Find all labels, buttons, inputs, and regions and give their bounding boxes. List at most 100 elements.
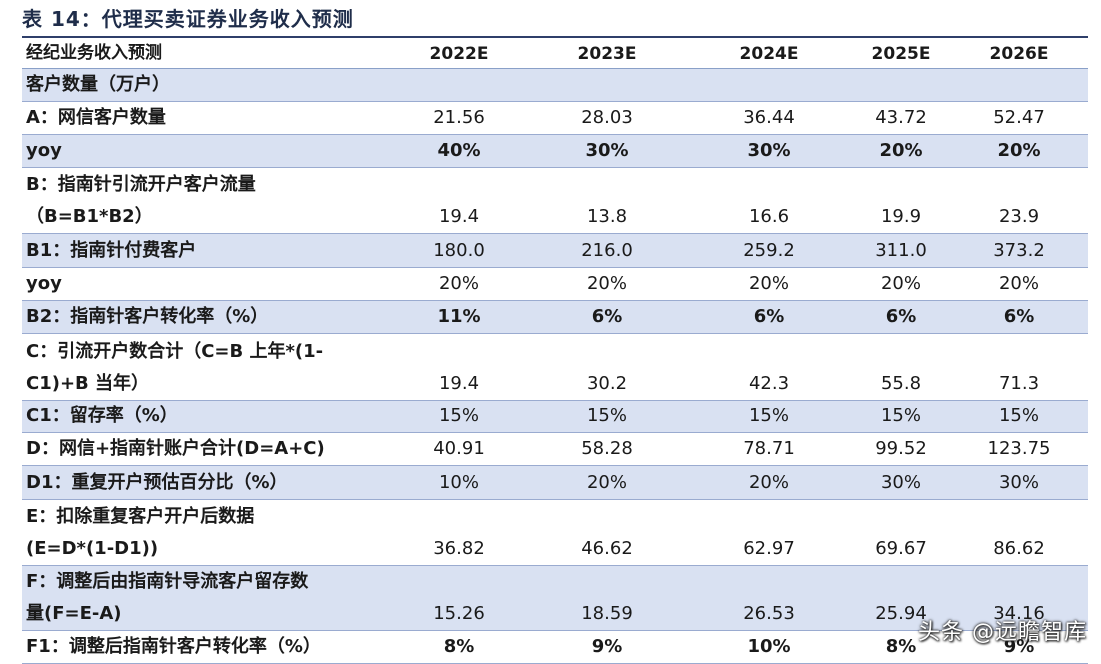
row-label: D：网信+指南针账户合计(D=A+C) [22, 433, 402, 465]
row-value-2023E: 6% [591, 306, 623, 327]
row-label: B：指南针引流开户客户流量 （B=B1*B2） [22, 169, 402, 233]
row-value-2025E: 6% [885, 306, 917, 327]
row-value-2026E: 71.3 [998, 373, 1040, 394]
row-label-line: F：调整后由指南针导流客户留存数 [26, 571, 309, 592]
row-label: C：引流开户数合计（C=B 上年*(1- C1)+B 当年） [22, 336, 402, 400]
row-label: yoy [22, 268, 402, 300]
row-label-line: B1：指南针付费客户 [26, 240, 197, 261]
row-value-2026E: 52.47 [993, 107, 1045, 128]
row-value-2023E: 216.0 [581, 240, 633, 261]
header-year-2023: 2023E [577, 44, 637, 64]
row-value-2026E: 20% [997, 140, 1041, 161]
table-row: F：调整后由指南针导流客户留存数 量(F=E-A) 15.26 18.59 26.53 2… [22, 566, 1088, 631]
table-row: F1：调整后指南针客户转化率（%） 8% 9% 10% 8% 9% [22, 631, 1088, 664]
row-value-2025E: 25.94 [875, 603, 927, 624]
table-row: D1：重复开户预估百分比（%） 10% 20% 20% 30% 30% [22, 466, 1088, 500]
row-label-line: C1：留存率（%） [26, 405, 178, 426]
row-value-2023E: 28.03 [581, 107, 633, 128]
table-row: yoy 40% 30% 30% 20% 20% [22, 135, 1088, 168]
row-label-line: （B=B1*B2） [26, 206, 153, 227]
row-label-line: yoy [26, 140, 62, 161]
header-label: 经纪业务收入预测 [26, 42, 162, 63]
row-value-2025E: 8% [885, 636, 917, 657]
row-label: D1：重复开户预估百分比（%） [22, 467, 402, 499]
row-value-2022E: 40% [437, 140, 481, 161]
header-year-2026: 2026E [989, 44, 1049, 64]
table-row: B1：指南针付费客户 180.0 216.0 259.2 311.0 373.2 [22, 234, 1088, 268]
row-label: 客户数量（万户） [22, 69, 402, 101]
watermark: 头条 @远瞻智库 [918, 620, 1087, 645]
row-value-2022E: 8% [443, 636, 475, 657]
row-value-2026E: 23.9 [998, 206, 1040, 227]
table-title: 表 14：代理买卖证券业务收入预测 [22, 7, 354, 31]
table-row: E：扣除重复客户开户后数据 (E=D*(1-D1)) 36.82 46.62 62.97… [22, 500, 1088, 566]
table-header-row: 经纪业务收入预测 2022E 2023E 2024E 2025E 2026E [22, 36, 1088, 69]
table-row: 客户数量（万户） [22, 69, 1088, 102]
row-label: E：扣除重复客户开户后数据 (E=D*(1-D1)) [22, 501, 402, 565]
table-row: C1：留存率（%） 15% 15% 15% 15% 15% [22, 401, 1088, 433]
row-value-2024E: 30% [747, 140, 791, 161]
row-value-2026E: 34.16 [993, 603, 1045, 624]
row-label-line: B：指南针引流开户客户流量 [26, 174, 256, 195]
table-row: D：网信+指南针账户合计(D=A+C) 40.91 58.28 78.71 99.52 1… [22, 433, 1088, 466]
header-year-2022: 2022E [429, 44, 489, 64]
row-value-2025E: 99.52 [875, 438, 927, 459]
row-value-2025E: 19.9 [880, 206, 922, 227]
row-value-2024E: 62.97 [743, 538, 795, 559]
forecast-table: 经纪业务收入预测 2022E 2023E 2024E 2025E 2026E 客… [22, 36, 1088, 664]
row-label-line: (E=D*(1-D1)) [26, 538, 159, 559]
row-label-line: 客户数量（万户） [26, 74, 170, 95]
row-value-2025E: 55.8 [880, 373, 922, 394]
row-value-2022E [404, 69, 514, 101]
row-value-2026E: 6% [1003, 306, 1035, 327]
row-value-2022E: 11% [437, 306, 481, 327]
row-value-2022E: 19.4 [438, 373, 480, 394]
row-value-2024E: 10% [747, 636, 791, 657]
row-value-2023E: 15% [586, 405, 627, 426]
row-value-2022E: 15% [438, 405, 479, 426]
header-year-2025: 2025E [871, 44, 931, 64]
row-value-2026E: 373.2 [993, 240, 1045, 261]
row-label-line: D1：重复开户预估百分比（%） [26, 472, 288, 493]
row-value-2026E: 30% [998, 472, 1039, 493]
row-value-2022E: 20% [438, 273, 479, 294]
row-label: yoy [22, 135, 402, 167]
row-value-2022E: 10% [438, 472, 479, 493]
row-value-2024E: 78.71 [743, 438, 795, 459]
row-label-line: D：网信+指南针账户合计(D=A+C) [26, 438, 325, 459]
table-row: A：网信客户数量 21.56 28.03 36.44 43.72 52.47 [22, 102, 1088, 135]
row-value-2024E [714, 69, 824, 101]
row-label: F1：调整后指南针客户转化率（%） [22, 631, 402, 663]
row-value-2023E: 20% [586, 472, 627, 493]
row-value-2025E: 15% [880, 405, 921, 426]
row-value-2023E: 46.62 [581, 538, 633, 559]
row-value-2024E: 20% [748, 273, 789, 294]
row-label: C1：留存率（%） [22, 400, 402, 432]
row-value-2023E: 18.59 [581, 603, 633, 624]
row-value-2025E: 20% [879, 140, 923, 161]
row-label-line: yoy [26, 273, 62, 294]
table-row: C：引流开户数合计（C=B 上年*(1- C1)+B 当年） 19.4 30.2 42.… [22, 334, 1088, 401]
row-value-2026E: 15% [998, 405, 1039, 426]
row-label-line: C：引流开户数合计（C=B 上年*(1- [26, 341, 324, 362]
header-year-2024: 2024E [739, 44, 799, 64]
row-value-2022E: 40.91 [433, 438, 485, 459]
row-value-2022E: 21.56 [433, 107, 485, 128]
row-value-2022E: 36.82 [433, 538, 485, 559]
row-label: A：网信客户数量 [22, 102, 402, 134]
row-value-2025E: 43.72 [875, 107, 927, 128]
row-value-2024E: 26.53 [743, 603, 795, 624]
row-value-2026E: 9% [1003, 636, 1035, 657]
row-value-2024E: 6% [753, 306, 785, 327]
row-value-2023E: 30.2 [586, 373, 628, 394]
row-value-2024E: 15% [748, 405, 789, 426]
row-value-2026E: 20% [998, 273, 1039, 294]
row-value-2025E: 20% [880, 273, 921, 294]
row-label: B2：指南针客户转化率（%） [22, 301, 402, 333]
row-label-line: B2：指南针客户转化率（%） [26, 306, 269, 327]
row-label-line: F1：调整后指南针客户转化率（%） [26, 636, 321, 657]
row-value-2024E: 259.2 [743, 240, 795, 261]
table-body: 客户数量（万户） A：网信客户数量 21.56 28.03 36.44 43.72 52.4… [22, 69, 1088, 664]
row-value-2023E [552, 69, 662, 101]
table-row: B：指南针引流开户客户流量 （B=B1*B2） 19.4 13.8 16.6 19.9 23… [22, 168, 1088, 234]
